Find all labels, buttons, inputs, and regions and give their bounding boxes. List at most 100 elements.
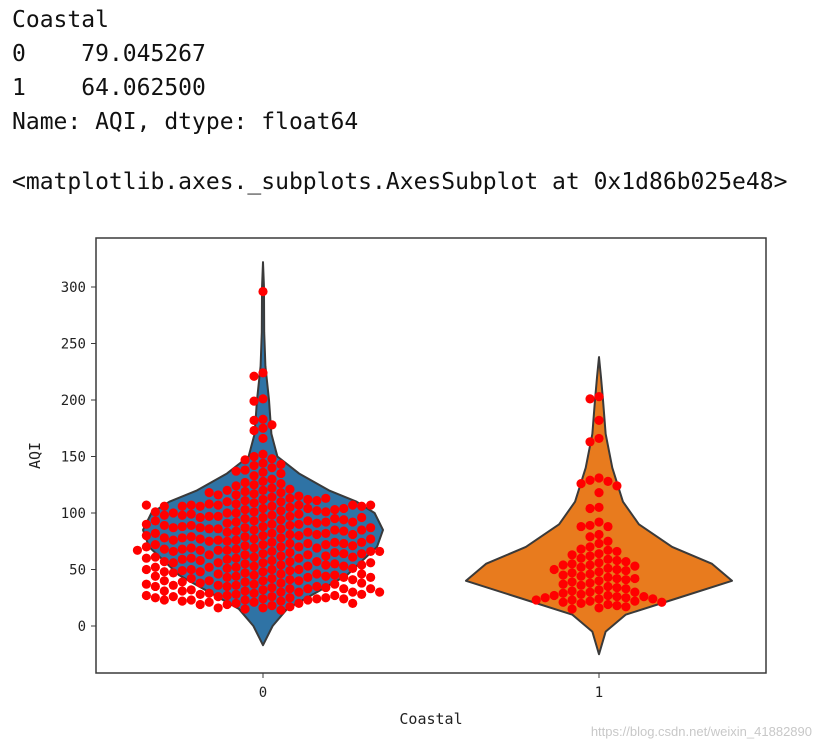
swarm-point [612,573,622,584]
swarm-point [159,533,169,543]
swarm-point [240,577,250,587]
swarm-point [204,597,214,607]
swarm-point [276,587,286,597]
swarm-point [348,500,358,510]
swarm-point [312,506,322,516]
swarm-point [576,598,586,609]
swarm-point [285,566,295,576]
swarm-point [267,519,277,529]
swarm-point [603,563,613,573]
swarm-point [258,394,268,404]
swarm-point [258,433,268,444]
swarm-point [276,578,286,588]
swarm-point [249,471,259,481]
swarm-point [159,595,169,605]
swarm-point [240,465,250,475]
output-repr: <matplotlib.axes._subplots.AxesSubplot a… [12,169,788,195]
swarm-point [603,590,613,601]
swarm-point [276,560,286,570]
swarm-point [294,491,304,501]
swarm-point [339,526,349,536]
swarm-point [294,531,304,541]
swarm-point [303,494,313,505]
swarm-point [249,480,259,490]
swarm-point [321,540,331,550]
swarm-point [276,524,286,534]
swarm-point [612,555,622,566]
swarm-point [567,568,577,578]
swarm-point [621,566,631,576]
swarm-point [150,562,160,572]
swarm-point [249,371,259,381]
swarm-point [267,501,277,511]
swarm-point [339,594,349,604]
swarm-point [594,567,604,577]
swarm-point [258,585,268,595]
swarm-point [576,562,586,572]
swarm-point [330,525,340,535]
swarm-point [231,499,241,509]
swarm-point [330,579,340,589]
swarm-point [204,524,214,534]
swarm-point [249,525,259,535]
swarm-point [213,592,223,602]
swarm-point [567,550,577,560]
swarm-point [339,503,349,514]
swarm-point [321,582,331,593]
swarm-point [150,593,160,603]
swarm-point [621,593,631,603]
swarm-point [186,532,196,542]
swarm-point [204,511,214,521]
swarm-point [276,551,286,561]
swarm-point [330,570,340,580]
x-axis-label: Coastal [399,710,462,728]
swarm-point [603,572,613,583]
swarm-point [258,594,268,604]
output-row-value: 79.045267 [81,41,206,67]
swarm-point [249,460,259,471]
swarm-point [258,549,268,559]
swarm-point [159,520,169,531]
swarm-point [222,572,232,583]
swarm-point [222,508,232,518]
swarm-point [177,501,187,511]
swarm-point [576,589,586,599]
swarm-point [204,550,214,560]
swarm-point [285,493,295,503]
swarm-point [594,502,604,512]
swarm-point [177,586,187,596]
swarm-point [303,584,313,594]
swarm-point [267,582,277,593]
swarm-point [213,490,223,500]
swarm-point [186,500,196,510]
swarm-point [366,558,376,568]
swarm-point [159,544,169,554]
swarm-point [186,595,196,605]
swarm-point [576,571,586,581]
swarm-point [267,454,277,464]
swarm-point [657,597,667,607]
swarm-point [258,567,268,577]
swarm-point [204,499,214,509]
swarm-point [285,602,295,612]
swarm-point [276,468,286,479]
watermark: https://blog.csdn.net/weixin_41882890 [590,724,812,739]
swarm-point [177,544,187,554]
swarm-point [567,604,577,614]
swarm-point [612,582,622,593]
swarm-point [267,546,277,557]
swarm-point [357,549,367,559]
swarm-point [159,576,169,586]
swarm-point [258,531,268,541]
swarm-point [366,500,376,510]
swarm-point [222,536,232,546]
swarm-point [594,415,604,425]
swarm-point [276,488,286,498]
swarm-point [294,576,304,586]
swarm-point [240,541,250,551]
swarm-point [231,598,241,609]
swarm-point [294,542,304,552]
swarm-point [630,596,640,606]
swarm-point [276,605,286,615]
